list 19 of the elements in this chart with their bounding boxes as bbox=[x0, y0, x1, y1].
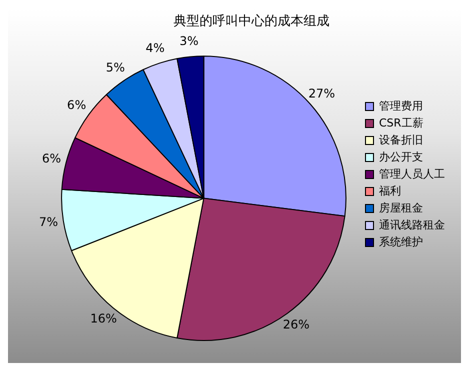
legend-label: 管理人员人工 bbox=[379, 167, 445, 180]
data-label: 3% bbox=[179, 34, 198, 48]
legend-label: 通讯线路租金 bbox=[379, 218, 445, 232]
data-label: 16% bbox=[90, 312, 117, 326]
legend-label: 办公开支 bbox=[379, 150, 423, 164]
legend-label: 管理费用 bbox=[379, 99, 423, 112]
data-label: 6% bbox=[67, 98, 86, 112]
chart-title: 典型的呼叫中心的成本组成 bbox=[174, 13, 330, 30]
legend-label: 设备折旧 bbox=[379, 133, 423, 146]
data-label: 6% bbox=[42, 151, 62, 166]
data-label: 4% bbox=[146, 40, 165, 55]
legend-label: 福利 bbox=[379, 184, 401, 198]
data-label: 5% bbox=[106, 60, 125, 74]
legend-label: CSR工薪 bbox=[379, 116, 424, 130]
data-label: 7% bbox=[38, 215, 58, 230]
legend-label: 系统维护 bbox=[379, 235, 423, 248]
data-label: 26% bbox=[282, 318, 310, 332]
legend-label: 房屋租金 bbox=[379, 201, 423, 214]
data-label: 27% bbox=[308, 86, 336, 100]
